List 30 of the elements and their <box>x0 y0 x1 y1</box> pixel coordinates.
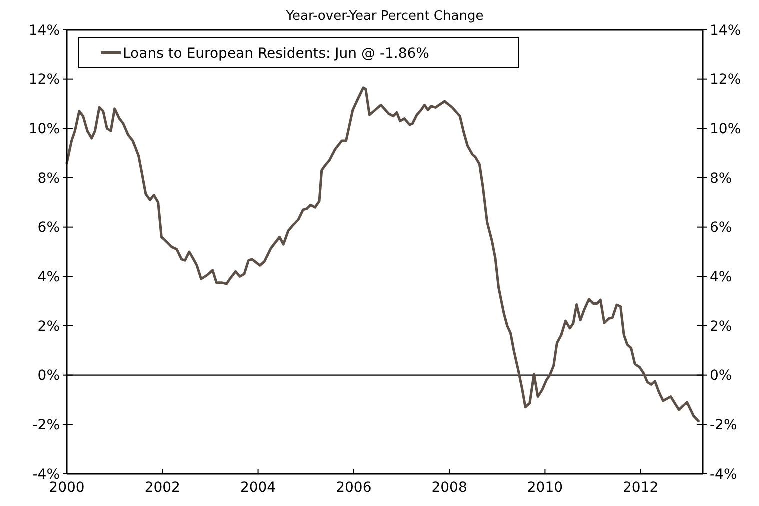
x-tick-label: 2004 <box>240 480 276 496</box>
y2-tick-label: 10% <box>710 122 742 138</box>
y-tick-label: -4% <box>32 466 60 483</box>
x-tick-label: 2008 <box>432 480 468 496</box>
y-tick-label: 10% <box>28 122 60 138</box>
y2-tick-label: 2% <box>710 318 732 335</box>
x-tick-label: 2012 <box>623 480 659 496</box>
y2-tick-label: 14% <box>710 22 742 39</box>
legend-label: Loans to European Residents: Jun @ -1.86% <box>123 46 430 62</box>
y-tick-label: -2% <box>32 418 60 434</box>
y2-tick-label: -4% <box>710 466 738 483</box>
x-tick-label: 2010 <box>527 480 564 496</box>
y-tick-label: 12% <box>28 72 60 88</box>
y2-tick-label: 6% <box>710 220 732 236</box>
y-tick-label: 0% <box>38 368 60 384</box>
y2-tick-label: 12% <box>710 72 742 88</box>
y-tick-label: 2% <box>38 318 60 335</box>
y-tick-label: 6% <box>38 220 60 236</box>
y-tick-label: 14% <box>28 22 60 39</box>
y2-tick-label: -2% <box>710 418 738 434</box>
y2-tick-label: 0% <box>710 368 732 384</box>
x-tick-label: 2000 <box>49 480 85 496</box>
chart-title: Year-over-Year Percent Change <box>285 9 484 24</box>
y2-tick-label: 8% <box>710 170 732 187</box>
x-tick-label: 2002 <box>144 480 180 496</box>
y-tick-label: 4% <box>38 270 60 286</box>
line-series <box>66 86 700 422</box>
y2-tick-label: 4% <box>710 270 732 286</box>
y-tick-label: 8% <box>38 170 60 187</box>
x-tick-label: 2006 <box>336 480 372 496</box>
